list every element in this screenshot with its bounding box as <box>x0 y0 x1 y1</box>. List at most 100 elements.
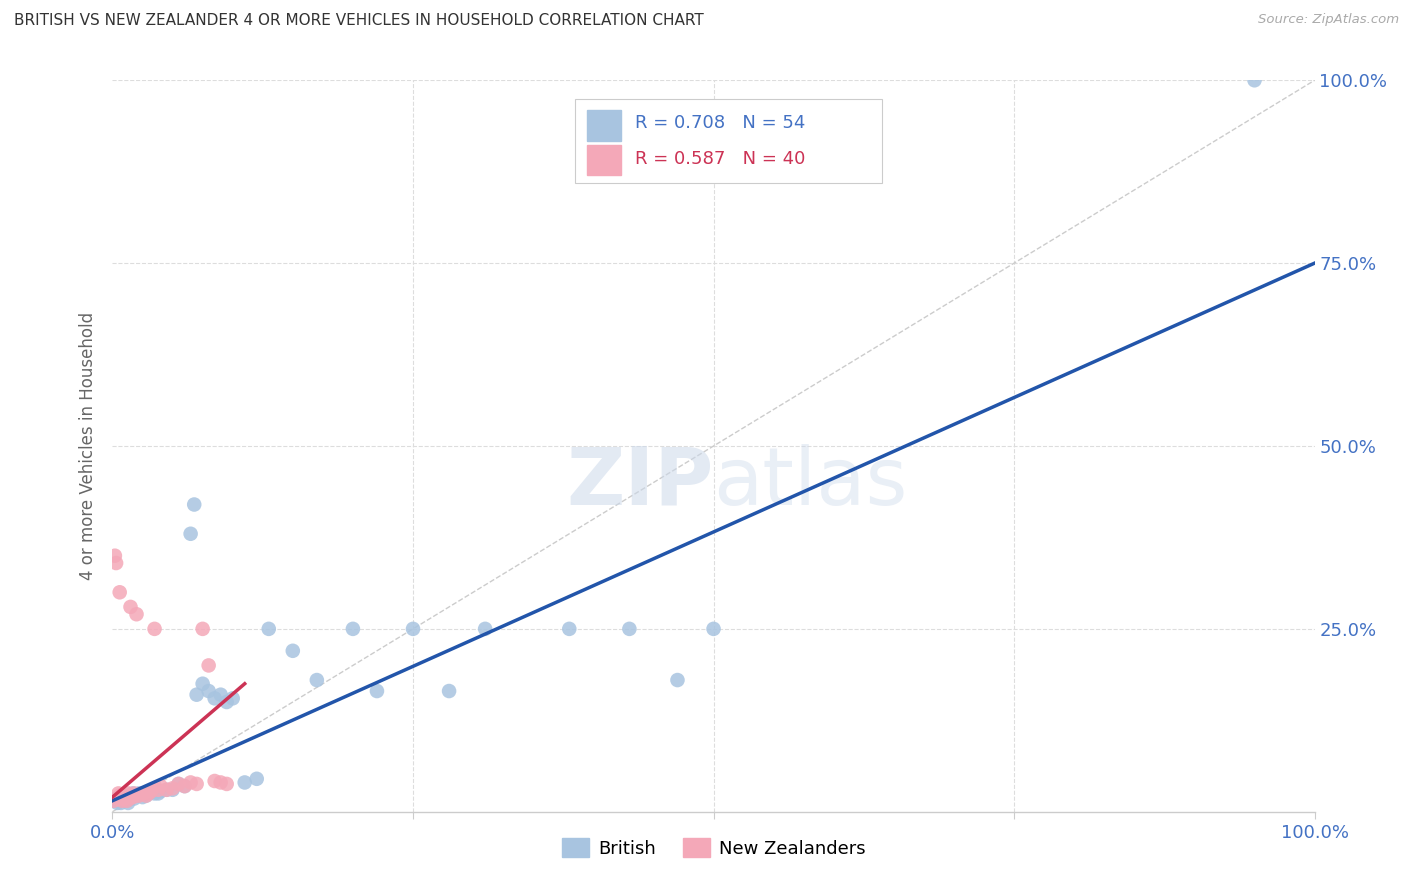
British <box>146 787 169 801</box>
British <box>619 622 641 636</box>
British <box>139 784 162 798</box>
New Zealanders <box>117 787 139 801</box>
New Zealanders <box>131 787 153 801</box>
British <box>108 791 131 805</box>
New Zealanders <box>155 782 177 797</box>
New Zealanders <box>105 791 128 805</box>
New Zealanders <box>122 790 145 805</box>
British <box>135 789 157 803</box>
New Zealanders <box>120 599 142 614</box>
British <box>222 691 245 706</box>
New Zealanders <box>146 782 169 797</box>
British <box>122 787 145 801</box>
British <box>191 676 214 690</box>
Text: R = 0.708   N = 54: R = 0.708 N = 54 <box>636 114 806 132</box>
New Zealanders <box>111 794 134 808</box>
British <box>114 790 136 805</box>
British <box>114 791 136 805</box>
British <box>120 790 142 805</box>
British <box>138 787 160 801</box>
New Zealanders <box>110 791 132 805</box>
New Zealanders <box>149 779 172 793</box>
British <box>122 791 145 805</box>
British <box>281 644 304 658</box>
British <box>125 789 148 803</box>
British <box>702 622 725 636</box>
New Zealanders <box>162 781 184 796</box>
New Zealanders <box>215 777 238 791</box>
British <box>131 790 153 805</box>
British <box>173 779 195 793</box>
New Zealanders <box>115 794 138 808</box>
New Zealanders <box>122 787 145 801</box>
New Zealanders <box>104 549 127 563</box>
British <box>115 794 138 808</box>
British <box>105 796 128 810</box>
New Zealanders <box>125 607 148 622</box>
British <box>183 498 205 512</box>
New Zealanders <box>108 585 131 599</box>
Legend: British, New Zealanders: British, New Zealanders <box>554 831 873 865</box>
British <box>180 526 202 541</box>
New Zealanders <box>143 622 166 636</box>
British <box>215 695 238 709</box>
New Zealanders <box>108 789 131 803</box>
New Zealanders <box>128 789 150 803</box>
New Zealanders <box>191 622 214 636</box>
Y-axis label: 4 or more Vehicles in Household: 4 or more Vehicles in Household <box>79 312 97 580</box>
New Zealanders <box>110 790 132 805</box>
British <box>107 794 129 808</box>
British <box>437 684 460 698</box>
New Zealanders <box>135 789 157 803</box>
British <box>110 796 132 810</box>
British <box>162 782 184 797</box>
New Zealanders <box>167 777 190 791</box>
British <box>342 622 364 636</box>
FancyBboxPatch shape <box>588 111 621 141</box>
New Zealanders <box>180 775 202 789</box>
New Zealanders <box>186 777 208 791</box>
British <box>257 622 280 636</box>
FancyBboxPatch shape <box>575 99 882 183</box>
British <box>197 684 219 698</box>
British <box>121 789 143 803</box>
British <box>366 684 388 698</box>
British <box>666 673 689 687</box>
New Zealanders <box>204 774 226 789</box>
New Zealanders <box>118 791 141 805</box>
British <box>167 777 190 791</box>
British <box>117 796 139 810</box>
Text: BRITISH VS NEW ZEALANDER 4 OR MORE VEHICLES IN HOUSEHOLD CORRELATION CHART: BRITISH VS NEW ZEALANDER 4 OR MORE VEHIC… <box>14 13 704 29</box>
New Zealanders <box>114 790 136 805</box>
New Zealanders <box>197 658 219 673</box>
Text: R = 0.587   N = 40: R = 0.587 N = 40 <box>636 150 806 168</box>
New Zealanders <box>114 789 136 803</box>
British <box>402 622 425 636</box>
British <box>209 688 232 702</box>
British <box>558 622 581 636</box>
Text: atlas: atlas <box>713 443 908 522</box>
New Zealanders <box>173 779 195 793</box>
British <box>305 673 328 687</box>
New Zealanders <box>107 787 129 801</box>
British <box>149 784 172 798</box>
British <box>112 794 135 808</box>
British <box>246 772 269 786</box>
New Zealanders <box>107 791 129 805</box>
New Zealanders <box>209 775 232 789</box>
British <box>233 775 256 789</box>
FancyBboxPatch shape <box>588 145 621 176</box>
New Zealanders <box>139 784 162 798</box>
New Zealanders <box>138 787 160 801</box>
British <box>118 791 141 805</box>
New Zealanders <box>112 791 135 805</box>
Text: Source: ZipAtlas.com: Source: ZipAtlas.com <box>1258 13 1399 27</box>
British <box>104 794 127 808</box>
British <box>111 789 134 803</box>
British <box>1243 73 1265 87</box>
British <box>128 787 150 801</box>
Text: ZIP: ZIP <box>567 443 713 522</box>
British <box>204 691 226 706</box>
British <box>186 688 208 702</box>
British <box>143 787 166 801</box>
